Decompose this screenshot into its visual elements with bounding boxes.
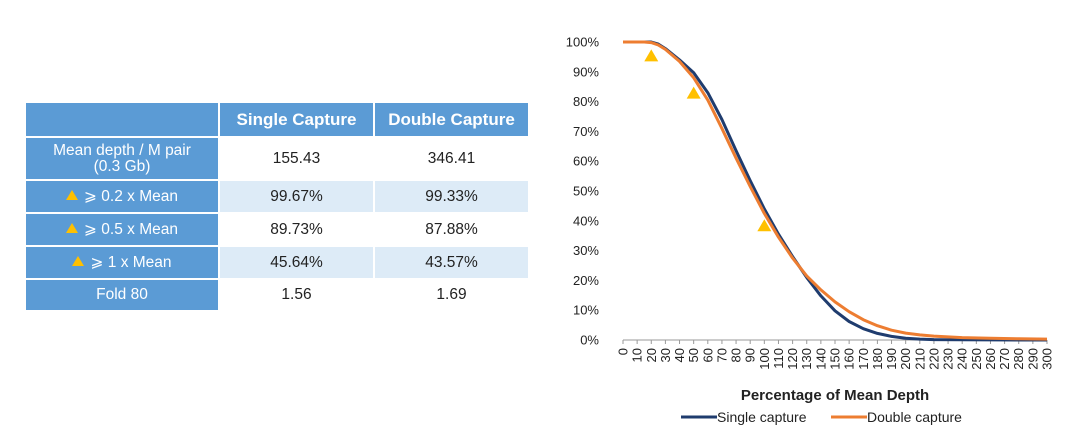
table-header-row: Single Capture Double Capture [26, 103, 528, 136]
y-tick-label: 70% [573, 124, 599, 139]
row-label: ⩾ 0.2 x Mean [26, 181, 218, 212]
row-label: ⩾ 0.5 x Mean [26, 214, 218, 245]
double-capture-value: 43.57% [375, 247, 528, 278]
threshold-marker-point [644, 49, 659, 62]
x-tick-label: 60 [700, 348, 715, 362]
table-row: Mean depth / M pair (0.3 Gb) 155.43 346.… [26, 138, 528, 179]
table-row: Fold 80 1.56 1.69 [26, 280, 528, 310]
x-tick-label: 210 [912, 348, 927, 370]
x-tick-label: 290 [1025, 348, 1040, 370]
x-tick-label: 130 [799, 348, 814, 370]
single-capture-value: 89.73% [220, 214, 373, 245]
y-tick-label: 60% [573, 154, 599, 169]
row-label-line2: (0.3 Gb) [93, 157, 151, 175]
x-tick-label: 140 [813, 348, 828, 370]
y-tick-label: 100% [566, 35, 600, 50]
threshold-marker-point [686, 86, 701, 99]
x-tick-label: 120 [785, 348, 800, 370]
x-tick-label: 280 [1011, 348, 1026, 370]
x-tick-label: 110 [771, 348, 786, 369]
y-tick-label: 50% [573, 184, 599, 199]
x-axis-title: Percentage of Mean Depth [741, 387, 929, 404]
table-row: ⩾ 1 x Mean 45.64% 43.57% [26, 247, 528, 278]
y-tick-label: 90% [573, 64, 599, 79]
row-label-text: ⩾ 0.5 x Mean [84, 220, 178, 238]
x-tick-label: 40 [672, 348, 687, 362]
x-tick-label: 80 [729, 348, 744, 362]
table-row: ⩾ 0.2 x Mean 99.67% 99.33% [26, 181, 528, 212]
legend-label: Single capture [717, 409, 807, 425]
legend-label: Double capture [867, 409, 962, 425]
y-tick-label: 10% [573, 303, 599, 318]
triangle-marker-icon [66, 222, 78, 233]
header-double-capture: Double Capture [375, 103, 528, 136]
y-tick-label: 30% [573, 243, 599, 258]
y-tick-label: 20% [573, 273, 599, 288]
series-lines [623, 40, 1048, 342]
triangle-marker-icon [66, 189, 78, 200]
x-tick-label: 200 [898, 348, 913, 370]
x-tick-label: 250 [969, 348, 984, 370]
table-corner-cell [26, 103, 218, 136]
x-tick-label: 160 [842, 348, 857, 370]
x-tick-label: 300 [1040, 348, 1055, 370]
x-tick-label: 90 [743, 348, 758, 362]
y-axis: 0% 10% 20% 30% 40% 50% 60% 70% 80% 90% 100% [566, 35, 600, 348]
series-line-double-capture [623, 40, 1048, 341]
single-capture-value: 1.56 [220, 280, 373, 310]
row-label-text: ⩾ 0.2 x Mean [84, 187, 178, 205]
coverage-line-chart: 0%10%20%30%40%50%60%70%80%90%100% 0 10 20 3… [566, 35, 1055, 426]
threshold-marker-point [757, 219, 772, 232]
x-tick-label: 180 [870, 348, 885, 370]
double-capture-value: 99.33% [375, 181, 528, 212]
x-tick-label: 100 [757, 348, 772, 370]
row-label: Fold 80 [26, 280, 218, 310]
row-label-text: Fold 80 [96, 286, 148, 303]
x-tick-label: 30 [658, 348, 673, 362]
x-tick-label: 220 [926, 348, 941, 370]
x-tick-label: 270 [997, 348, 1012, 370]
row-label-text: ⩾ 1 x Mean [90, 253, 172, 271]
x-tick-label: 70 [714, 348, 729, 362]
row-label-line1: Mean depth / M pair [53, 141, 191, 159]
double-capture-value: 87.88% [375, 214, 528, 245]
coverage-stats-table: Single Capture Double Capture Mean depth… [24, 101, 530, 312]
legend: Single capture Double capture [681, 409, 962, 425]
triangle-marker-icon [72, 255, 85, 266]
x-tick-label: 20 [644, 348, 659, 362]
y-tick-label: 40% [573, 213, 599, 228]
x-tick-label: 260 [983, 348, 998, 370]
x-tick-label: 150 [828, 348, 843, 370]
x-tick-label: 190 [884, 348, 899, 370]
single-capture-value: 155.43 [220, 138, 373, 179]
x-axis: 0 10 20 30 40 50 60 70 80 90 100 110 120 130 140 150 160… [616, 340, 1055, 370]
single-capture-value: 45.64% [220, 247, 373, 278]
series-line-single-capture [623, 40, 1047, 342]
x-tick-label: 0 [616, 348, 631, 355]
header-single-capture: Single Capture [220, 103, 373, 136]
table-row: ⩾ 0.5 x Mean 89.73% 87.88% [26, 214, 528, 245]
double-capture-value: 346.41 [375, 138, 528, 179]
row-label: Mean depth / M pair (0.3 Gb) [26, 138, 218, 179]
threshold-markers [644, 49, 772, 232]
x-tick-label: 240 [955, 348, 970, 370]
y-tick-label: 80% [573, 94, 599, 109]
x-tick-label: 170 [856, 348, 871, 370]
y-tick-label: 0% [580, 333, 599, 348]
single-capture-value: 99.67% [220, 181, 373, 212]
x-tick-label: 230 [941, 348, 956, 370]
x-tick-label: 50 [686, 348, 701, 362]
double-capture-value: 1.69 [375, 280, 528, 310]
row-label: ⩾ 1 x Mean [26, 247, 218, 278]
x-tick-label: 10 [630, 348, 645, 362]
